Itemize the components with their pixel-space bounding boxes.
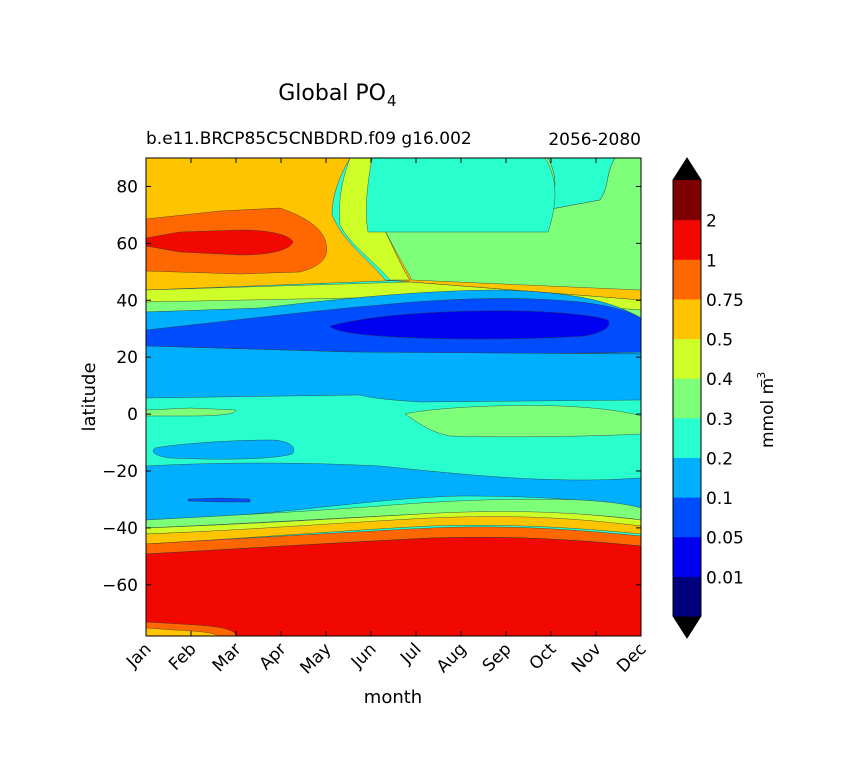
y-tick-label: −60 [102, 576, 138, 596]
colorbar-swatch [673, 259, 701, 300]
x-tick-label: May [297, 639, 336, 678]
colorbar: 0.01 0.05 0.1 0.2 0.3 0.4 0.5 0.75 1 2 [672, 157, 744, 639]
chart-title-subscript: 4 [387, 92, 397, 110]
colorbar-tick-label: 0.75 [706, 291, 744, 311]
right-subtitle: 2056-2080 [548, 130, 641, 150]
colorbar-frame [672, 157, 702, 639]
plot-frame [145, 157, 642, 637]
colorbar-tick-label: 0.4 [706, 370, 733, 390]
region-equator-0.3-b [404, 405, 641, 438]
x-tick-label: Jul [396, 639, 425, 668]
plot-area [146, 158, 641, 636]
region-sh-0.05 [187, 497, 251, 503]
colorbar-tick-label: 2 [706, 212, 717, 232]
y-axis-label: latitude [79, 362, 100, 431]
chart-title: Global PO [278, 81, 386, 106]
y-tick-label: −20 [102, 462, 138, 482]
svg-text:mmol m: mmol m [758, 378, 778, 448]
colorbar-tick-label: 0.2 [706, 449, 733, 469]
colorbar-swatch [673, 338, 701, 379]
x-axis-label: month [364, 687, 422, 708]
y-tick-label: 0 [127, 405, 138, 425]
colorbar-swatch [673, 457, 701, 498]
svg-text:−3: −3 [755, 372, 768, 388]
x-tick-label: Dec [613, 639, 650, 676]
colorbar-extend-bottom [673, 616, 701, 638]
y-tick-label: 20 [116, 348, 138, 368]
y-tick-label: −40 [102, 519, 138, 539]
colorbar-swatch [673, 219, 701, 260]
colorbar-swatch [673, 497, 701, 538]
left-subtitle: b.e11.BRCP85C5CNBDRD.f09 g16.002 [146, 129, 472, 149]
y-tick-label: 40 [116, 291, 138, 311]
colorbar-tick-label: 0.1 [706, 489, 733, 509]
region-south-0.5 [146, 516, 641, 545]
colorbar-tick-label: 1 [706, 251, 717, 271]
colorbar-tick-label: 0.3 [706, 410, 733, 430]
x-tick-label: Aug [433, 639, 471, 677]
x-tick-label: Mar [209, 639, 246, 676]
colorbar-swatch [673, 417, 701, 458]
region-tropic-0.1 [146, 345, 641, 403]
colorbar-swatch [673, 298, 701, 340]
region-equator-0.3-a [146, 407, 237, 417]
colorbar-label: mmol m −3 [755, 372, 778, 448]
y-axis: 80 60 40 20 0 −20 −40 −60 [102, 177, 641, 596]
colorbar-tick-label: 0.05 [706, 529, 744, 549]
region-north-1-2 [146, 229, 294, 256]
x-tick-label: Sep [479, 639, 516, 676]
region-sh-0.1-blob [152, 439, 295, 460]
x-tick-label: Oct [526, 639, 561, 674]
colorbar-swatch [673, 536, 701, 577]
x-tick-label: Jan [122, 639, 155, 672]
x-tick-label: Apr [256, 639, 291, 674]
x-tick-label: Nov [568, 639, 606, 677]
x-tick-label: Jun [347, 639, 381, 673]
colorbar-swatch [673, 576, 701, 617]
y-tick-label: 80 [116, 177, 138, 197]
colorbar-swatch [673, 378, 701, 419]
region-arctic-0.2 [366, 158, 556, 233]
region-nh-0.01 [329, 310, 610, 340]
x-tick-label: Feb [165, 639, 200, 674]
y-tick-label: 60 [116, 234, 138, 254]
region-sh-0.1 [146, 462, 641, 521]
colorbar-tick-label: 0.01 [706, 568, 744, 588]
region-south-1-2 [146, 537, 641, 636]
colorbar-extend-top [673, 158, 701, 180]
colorbar-swatch [673, 180, 701, 221]
colorbar-tick-label: 0.5 [706, 331, 733, 351]
